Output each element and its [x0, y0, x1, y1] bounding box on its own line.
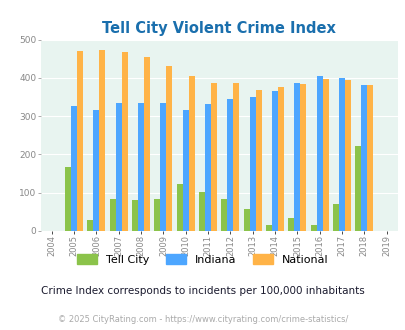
Bar — [338, 78, 344, 231]
Bar — [93, 111, 99, 231]
Legend: Tell City, Indiana, National: Tell City, Indiana, National — [72, 250, 333, 269]
Bar — [138, 103, 144, 231]
Bar — [294, 83, 300, 231]
Bar — [122, 52, 128, 231]
Bar — [221, 199, 227, 231]
Bar — [160, 103, 166, 231]
Bar — [322, 79, 328, 231]
Bar — [332, 204, 338, 231]
Bar — [109, 199, 115, 231]
Bar — [354, 146, 360, 231]
Bar — [300, 84, 306, 231]
Text: © 2025 CityRating.com - https://www.cityrating.com/crime-statistics/: © 2025 CityRating.com - https://www.city… — [58, 315, 347, 324]
Bar — [255, 90, 261, 231]
Bar — [99, 50, 105, 231]
Bar — [188, 76, 194, 231]
Bar — [144, 57, 150, 231]
Bar — [277, 87, 284, 231]
Title: Tell City Violent Crime Index: Tell City Violent Crime Index — [102, 21, 335, 36]
Bar — [265, 225, 271, 231]
Bar — [243, 209, 249, 231]
Bar — [65, 167, 71, 231]
Bar — [233, 83, 239, 231]
Bar — [154, 199, 160, 231]
Bar — [310, 225, 316, 231]
Bar — [344, 80, 350, 231]
Bar — [316, 76, 322, 231]
Bar — [176, 184, 182, 231]
Bar — [205, 104, 211, 231]
Bar — [77, 51, 83, 231]
Bar — [271, 91, 277, 231]
Bar — [166, 66, 172, 231]
Bar — [198, 192, 205, 231]
Bar — [288, 218, 294, 231]
Bar — [360, 85, 367, 231]
Bar — [211, 83, 217, 231]
Bar — [249, 97, 255, 231]
Bar — [132, 200, 138, 231]
Bar — [87, 219, 93, 231]
Bar — [71, 106, 77, 231]
Bar — [367, 85, 373, 231]
Bar — [227, 99, 233, 231]
Text: Crime Index corresponds to incidents per 100,000 inhabitants: Crime Index corresponds to incidents per… — [41, 286, 364, 296]
Bar — [182, 111, 188, 231]
Bar — [115, 103, 122, 231]
